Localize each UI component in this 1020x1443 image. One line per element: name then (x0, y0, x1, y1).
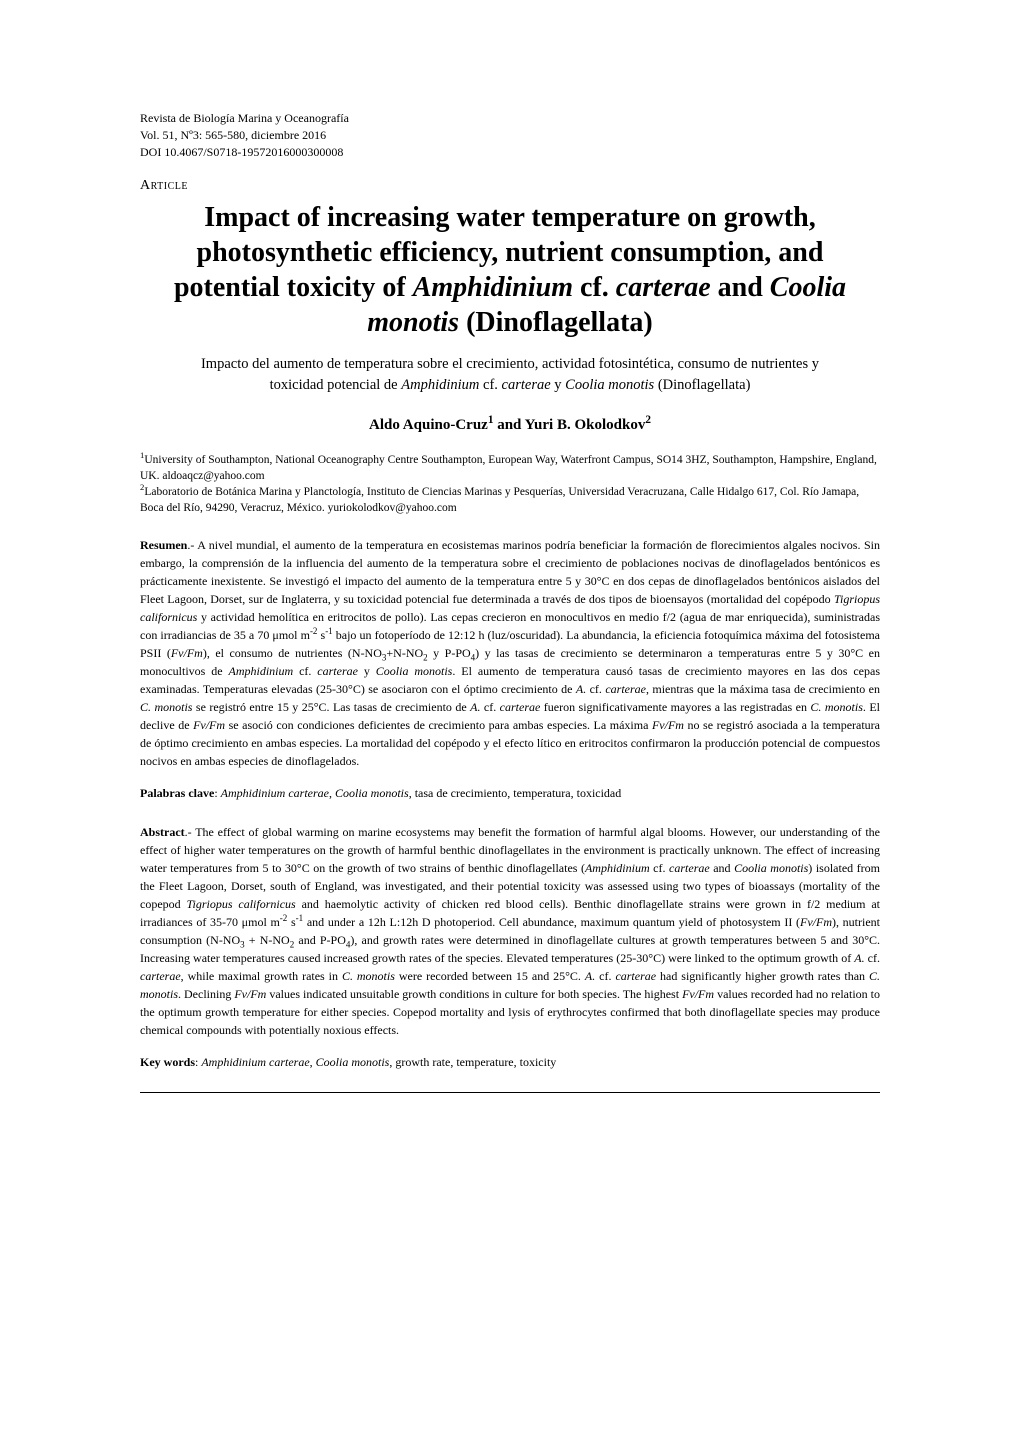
journal-doi: DOI 10.4067/S0718-19572016000300008 (140, 144, 880, 161)
authors: Aldo Aquino-Cruz1 and Yuri B. Okolodkov2 (140, 417, 880, 434)
article-label: Article (140, 178, 880, 194)
abstract-block: Abstract.- The effect of global warming … (140, 823, 880, 1039)
journal-header: Revista de Biología Marina y Oceanografí… (140, 110, 880, 160)
keywords: Key words: Amphidinium carterae, Coolia … (140, 1055, 880, 1070)
affiliations: 1University of Southampton, National Oce… (140, 452, 880, 516)
journal-name: Revista de Biología Marina y Oceanografí… (140, 110, 880, 127)
journal-volpage: Vol. 51, Nº3: 565-580, diciembre 2016 (140, 127, 880, 144)
resumen-label: Resumen (140, 538, 187, 552)
resumen-body: .- A nivel mundial, el aumento de la tem… (140, 538, 880, 768)
abstract-label: Abstract (140, 825, 185, 839)
palabras-clave-label: Palabras clave (140, 786, 214, 800)
article-title: Impact of increasing water temperature o… (140, 200, 880, 340)
keywords-body: : Amphidinium carterae, Coolia monotis, … (195, 1055, 556, 1069)
article-subtitle: Impacto del aumento de temperatura sobre… (140, 354, 880, 395)
keywords-label: Key words (140, 1055, 195, 1069)
abstract-body: .- The effect of global warming on marin… (140, 825, 880, 1037)
affiliation-1: 1University of Southampton, National Oce… (140, 452, 880, 484)
bottom-rule (140, 1092, 880, 1093)
affiliation-2: 2Laboratorio de Botánica Marina y Planct… (140, 484, 880, 516)
resumen-block: Resumen.- A nivel mundial, el aumento de… (140, 536, 880, 770)
palabras-clave: Palabras clave: Amphidinium carterae, Co… (140, 786, 880, 801)
palabras-clave-body: : Amphidinium carterae, Coolia monotis, … (214, 786, 621, 800)
